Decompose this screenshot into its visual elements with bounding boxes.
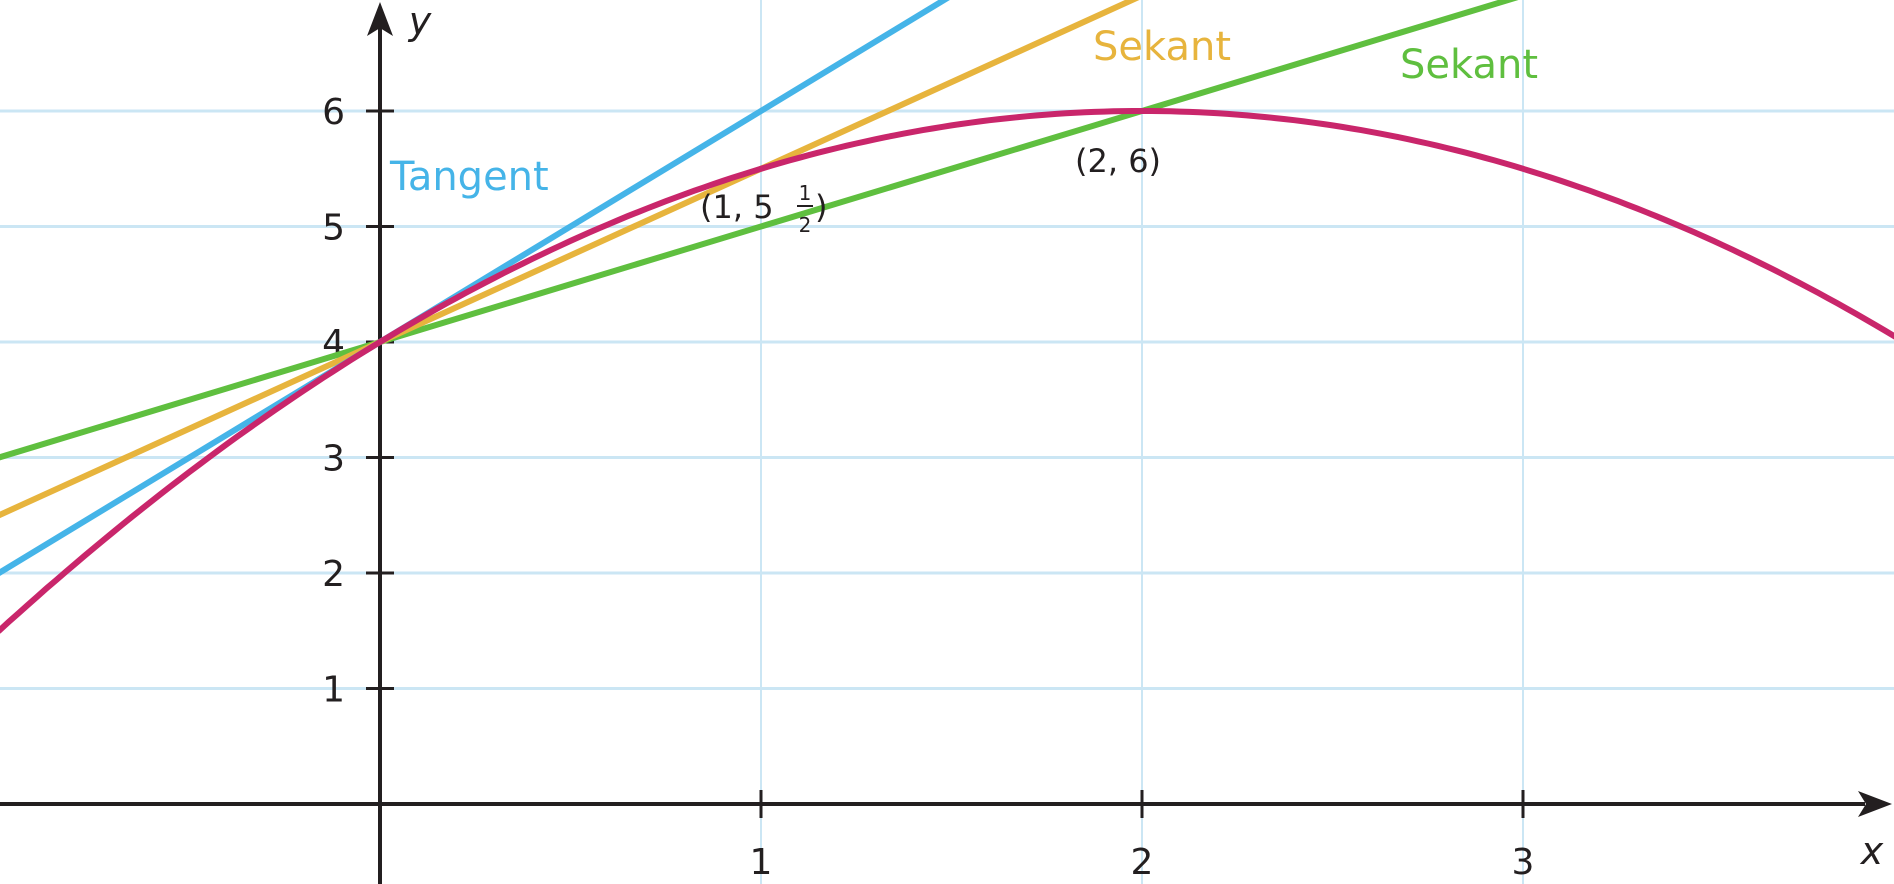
y-tick-label-1: 1	[322, 670, 345, 711]
x-axis-label: x	[1860, 829, 1884, 873]
point-label-1-fraction-numerator: 1	[799, 181, 812, 205]
series-label-secant-2: Sekant	[1400, 42, 1538, 88]
series-secant-1	[0, 0, 1140, 519]
labels: Tangent Sekant Sekant (1, 5 1 2) (2, 6)	[389, 24, 1538, 237]
series-lines	[0, 0, 1894, 634]
point-label-1-close: )	[815, 188, 827, 226]
y-axis-arrow-icon	[367, 2, 393, 36]
x-tick-label-3: 3	[1512, 842, 1535, 883]
x-axis-arrow-icon	[1858, 791, 1892, 817]
x-tick-label-2: 2	[1131, 842, 1154, 883]
y-axis-label: y	[408, 0, 432, 43]
series-label-secant-1: Sekant	[1093, 24, 1231, 70]
point-label-2: (2, 6)	[1075, 142, 1161, 180]
y-tick-label-2: 2	[322, 554, 345, 595]
point-label-1: (1, 5	[700, 188, 774, 226]
series-tangent	[0, 0, 950, 576]
series-label-tangent: Tangent	[389, 154, 549, 200]
series-secant-2	[0, 0, 1519, 461]
y-tick-label-3: 3	[322, 439, 345, 480]
y-tick-label-6: 6	[322, 92, 345, 133]
x-tick-label-1: 1	[750, 842, 773, 883]
point-label-1-fraction-denominator: 2	[799, 213, 812, 237]
series-curve	[0, 108, 1894, 634]
y-tick-label-5: 5	[322, 208, 345, 249]
